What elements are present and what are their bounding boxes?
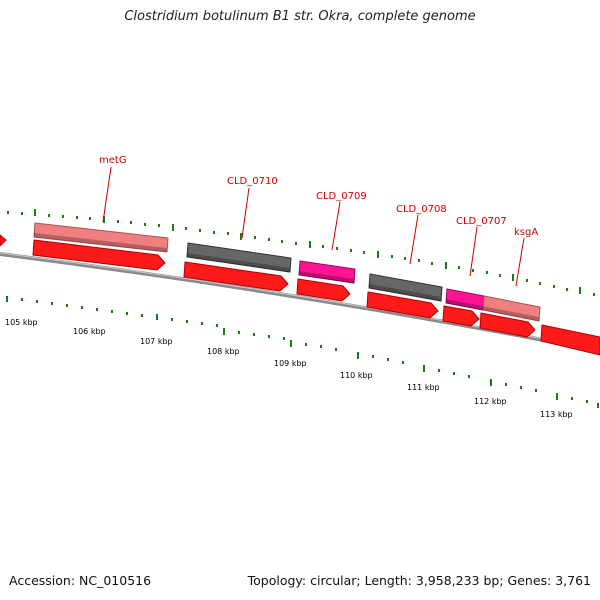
kbp-label-111: 111 kbp [407,383,440,392]
kbp-label-106: 106 kbp [73,327,106,336]
cds-arrow-7[interactable] [540,324,600,356]
cds-arrow-2[interactable] [183,261,289,292]
gene-metG[interactable] [33,222,169,253]
cds-arrow-3[interactable] [296,278,351,302]
gene-label-CLD-0710: CLD_0710 [227,176,278,187]
cds-arrow-4[interactable] [366,291,439,319]
kbp-label-113: 113 kbp [540,410,573,419]
kbp-label-108: 108 kbp [207,347,240,356]
kbp-label-107: 107 kbp [140,337,173,346]
gene-CLD-0710[interactable] [186,242,292,273]
gene-CLD-0708[interactable] [368,273,443,302]
gene-ksgA[interactable] [482,295,541,322]
outer-gene-shading [34,233,539,321]
gene-label-CLD-0709: CLD_0709 [316,191,367,202]
topology-label: Topology: circular; Length: 3,958,233 bp… [247,573,591,588]
gene-label-ksgA: ksgA [514,227,538,238]
map-title: Clostridium botulinum B1 str. Okra, comp… [124,9,476,24]
cds-arrow-1[interactable] [32,239,166,271]
kbp-label-109: 109 kbp [274,359,307,368]
outer-tick-row [7,209,595,296]
gene-edge-left-outer[interactable] [0,234,7,247]
inner-tick-row [6,296,599,408]
gene-label-metG: metG [99,155,127,166]
gene-label-leaders [102,166,525,287]
accession-label: Accession: NC_010516 [9,573,152,588]
gene-label-CLD-0707: CLD_0707 [456,216,507,227]
gene-label-CLD-0708: CLD_0708 [396,204,447,215]
gene-CLD-0709[interactable] [298,260,356,284]
kbp-label-112: 112 kbp [474,397,507,406]
kbp-label-110: 110 kbp [340,371,373,380]
kbp-label-105: 105 kbp [5,318,38,327]
cds-arrow-5[interactable] [442,305,480,327]
cds-arrow-6[interactable] [479,312,536,338]
